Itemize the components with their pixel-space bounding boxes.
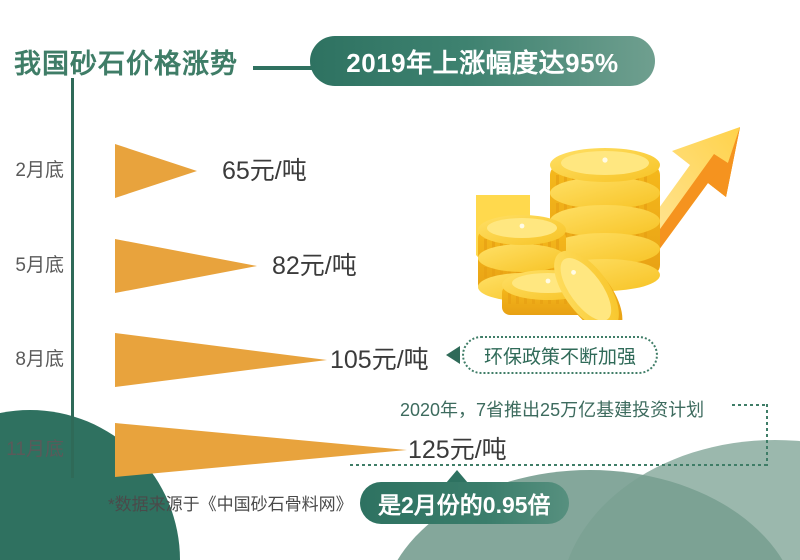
growth-multiple-badge: 是2月份的0.95倍 xyxy=(360,482,569,524)
row-label-period: 11月底 xyxy=(6,439,64,460)
headline-badge-label: 2019年上涨幅度达95% xyxy=(346,47,619,78)
gold-coins-rising-arrow-illustration xyxy=(440,55,770,335)
growth-multiple-label: 是2月份的0.95倍 xyxy=(378,492,551,518)
policy-callout-badge: 环保政策不断加强 xyxy=(462,336,659,374)
bar-triangle xyxy=(115,325,330,395)
dotted-bracket-top xyxy=(732,404,768,406)
row-label-period: 2月底 xyxy=(15,160,64,181)
row-value: 125元/吨 xyxy=(408,436,507,464)
dotted-bracket-bottom xyxy=(350,464,768,466)
bar-triangle xyxy=(115,415,410,485)
page-title: 我国砂石价格涨势 xyxy=(14,49,238,79)
bar-triangle xyxy=(115,231,260,301)
badge-up-triangle-icon xyxy=(446,470,468,483)
row-label-period: 8月底 xyxy=(15,349,64,370)
row-value: 82元/吨 xyxy=(272,252,357,280)
bar-triangle xyxy=(115,136,200,206)
callout-left-triangle-icon xyxy=(446,346,460,364)
row-label-period: 5月底 xyxy=(15,255,64,276)
data-row: 11月底 125元/吨 xyxy=(0,415,800,485)
source-footnote: *数据来源于《中国砂石骨料网》 xyxy=(108,495,353,514)
row-value: 65元/吨 xyxy=(222,157,307,185)
title-connector-line xyxy=(253,66,319,70)
policy-callout-label: 环保政策不断加强 xyxy=(484,346,637,368)
dotted-bracket-right xyxy=(766,404,768,466)
row-value: 105元/吨 xyxy=(330,346,429,374)
headline-badge: 2019年上涨幅度达95% xyxy=(310,36,655,86)
data-row: 2月底 65元/吨 xyxy=(0,136,800,206)
data-row: 5月底 82元/吨 xyxy=(0,231,800,301)
header: 我国砂石价格涨势 2019年上涨幅度达95% xyxy=(0,18,800,86)
investment-note: 2020年，7省推出25万亿基建投资计划 xyxy=(400,400,705,420)
data-row: 8月底 105元/吨 xyxy=(0,325,800,395)
vertical-axis xyxy=(71,78,74,478)
